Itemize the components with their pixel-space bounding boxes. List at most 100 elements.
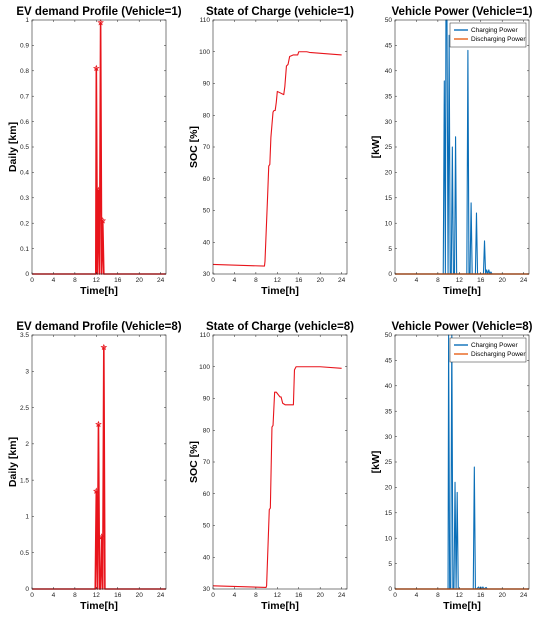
y-tick-label: 40 (385, 383, 393, 390)
series-line-1 (213, 51, 342, 267)
y-tick-label: 0 (25, 586, 29, 593)
y-tick-label: 10 (385, 535, 393, 542)
x-tick-label: 4 (52, 592, 56, 599)
y-tick-label: 50 (385, 332, 393, 339)
plot-area (395, 20, 529, 274)
y-tick-label: 15 (385, 195, 393, 202)
y-tick-label: 1 (25, 17, 29, 24)
x-tick-label: 12 (93, 592, 101, 599)
legend-entry: Discharging Power (471, 36, 526, 43)
x-tick-label: 4 (233, 592, 237, 599)
y-tick-label: 60 (203, 491, 211, 498)
x-axis-label: Time[h] (261, 600, 299, 612)
y-tick-label: 40 (385, 68, 393, 75)
y-tick-label: 0.7 (20, 93, 29, 100)
plot-area (213, 20, 347, 274)
x-tick-label: 24 (338, 277, 346, 284)
y-tick-label: 100 (199, 49, 210, 56)
chart-panel-1: 0 4 8 12 16 20 24 0 0.1 0.2 0.3 0.4 0.5 0.6 0.7 0.8 0.9 1… (7, 6, 182, 297)
x-axis-label: Time[h] (443, 285, 481, 297)
x-tick-label: 0 (30, 592, 34, 599)
x-axis-label: Time[h] (80, 600, 118, 612)
y-tick-label: 100 (199, 364, 210, 371)
y-tick-label: 10 (385, 220, 393, 227)
y-tick-label: 0.5 (20, 144, 29, 151)
y-tick-label: 0 (388, 271, 392, 278)
x-tick-label: 8 (73, 277, 77, 284)
data-point-marker (95, 186, 102, 194)
y-tick-label: 90 (203, 81, 211, 88)
x-tick-label: 4 (415, 592, 419, 599)
y-tick-label: 25 (385, 144, 393, 151)
y-tick-label: 45 (385, 43, 393, 50)
x-tick-label: 16 (114, 277, 122, 284)
x-tick-label: 20 (499, 277, 507, 284)
y-tick-label: 5 (388, 561, 392, 568)
x-tick-label: 8 (254, 592, 258, 599)
x-tick-label: 12 (456, 277, 464, 284)
y-tick-label: 50 (203, 208, 211, 215)
y-tick-label: 2 (25, 441, 29, 448)
data-point-marker (99, 217, 107, 224)
x-tick-label: 8 (73, 592, 77, 599)
y-axis-label: SOC [%] (188, 441, 200, 483)
y-tick-label: 30 (203, 271, 211, 278)
y-tick-label: 20 (385, 170, 393, 177)
data-point-marker (92, 487, 100, 494)
y-tick-label: 3.5 (20, 332, 29, 339)
x-tick-label: 16 (477, 592, 485, 599)
y-tick-label: 2.5 (20, 405, 29, 412)
y-tick-label: 0 (388, 586, 392, 593)
y-tick-label: 50 (203, 523, 211, 530)
series-group (213, 366, 342, 588)
y-tick-label: 80 (203, 427, 211, 434)
data-point-marker (98, 533, 106, 540)
x-tick-label: 16 (114, 592, 122, 599)
y-tick-label: 45 (385, 358, 393, 365)
chart-title: State of Charge (vehicle=1) (206, 6, 354, 18)
x-tick-label: 4 (233, 277, 237, 284)
x-tick-label: 20 (317, 592, 325, 599)
x-tick-label: 0 (393, 592, 397, 599)
y-tick-label: 0.3 (20, 195, 29, 202)
y-axis-label: SOC [%] (188, 126, 200, 168)
y-tick-label: 110 (200, 332, 211, 339)
data-point-marker (100, 343, 108, 351)
y-tick-label: 3 (25, 368, 29, 375)
x-tick-label: 8 (436, 592, 440, 599)
y-tick-label: 1 (25, 514, 29, 521)
y-axis-label: Daily [km] (7, 122, 19, 172)
x-tick-label: 0 (211, 592, 215, 599)
y-axis-label: [kW] (370, 136, 382, 159)
chart-title: Vehicle Power (Vehicle=8) (392, 321, 533, 333)
x-tick-label: 16 (295, 277, 303, 284)
y-tick-label: 0.8 (20, 68, 29, 75)
y-tick-label: 70 (203, 459, 211, 466)
y-tick-label: 35 (385, 408, 393, 415)
y-tick-label: 0.1 (20, 246, 29, 253)
legend-entry: Charging Power (471, 27, 518, 34)
chart-title: EV demand Profile (Vehicle=1) (16, 6, 181, 18)
y-tick-label: 0.4 (20, 170, 29, 177)
chart-title: Vehicle Power (Vehicle=1) (392, 6, 533, 18)
x-tick-label: 12 (456, 592, 464, 599)
x-tick-label: 8 (254, 277, 258, 284)
chart-title: State of Charge (vehicle=8) (206, 321, 354, 333)
x-axis-label: Time[h] (261, 285, 299, 297)
x-tick-label: 20 (499, 592, 507, 599)
legend-box (449, 22, 527, 48)
y-tick-label: 15 (385, 510, 393, 517)
series-group (213, 51, 342, 267)
y-axis-label: Daily [km] (7, 437, 19, 487)
axes-frame (31, 334, 167, 590)
x-tick-label: 0 (30, 277, 34, 284)
data-point-marker (95, 420, 102, 428)
x-tick-label: 24 (338, 592, 346, 599)
plot-area (395, 335, 529, 589)
x-axis-label: Time[h] (443, 600, 481, 612)
x-tick-label: 12 (274, 277, 282, 284)
legend: Charging Power Discharging Power (449, 22, 527, 48)
x-tick-label: 16 (295, 592, 303, 599)
